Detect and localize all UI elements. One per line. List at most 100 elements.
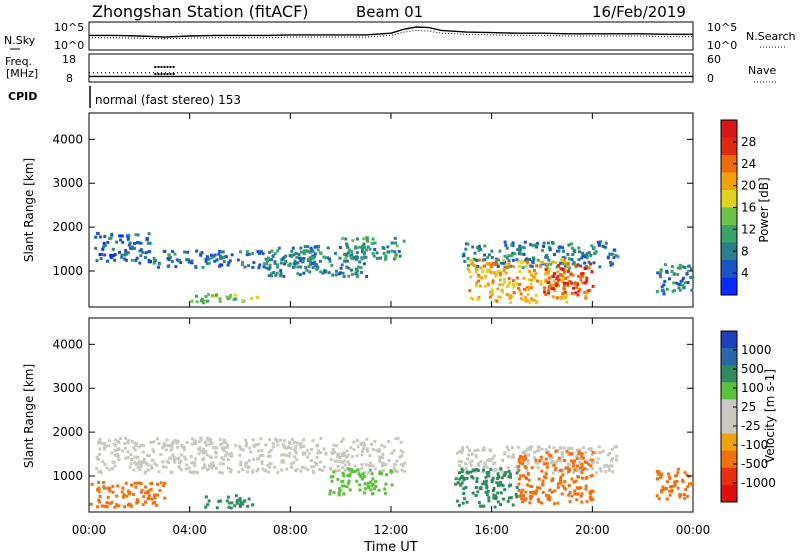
data-cell (590, 244, 594, 248)
data-cell (279, 261, 283, 265)
data-cell (462, 478, 466, 482)
data-cell (498, 481, 502, 484)
data-cell (524, 490, 528, 494)
data-cell (540, 469, 544, 473)
data-cell (126, 251, 130, 255)
data-cell (334, 459, 338, 463)
data-cell (518, 477, 521, 481)
data-cell (194, 442, 197, 446)
data-cell (201, 265, 205, 269)
data-cell (527, 446, 531, 450)
data-cell (324, 256, 328, 260)
data-cell (613, 248, 617, 252)
xtick-label: 00:00 (676, 523, 711, 537)
data-cell (585, 256, 589, 259)
data-cell (137, 462, 141, 466)
data-cell (542, 241, 546, 245)
data-cell (331, 475, 335, 479)
data-cell (126, 489, 130, 493)
data-cell (256, 467, 260, 471)
data-cell (509, 496, 513, 500)
data-cell (251, 265, 255, 269)
data-cell (525, 260, 529, 264)
colorbar-swatch (721, 399, 737, 417)
data-cell (468, 289, 472, 293)
data-cell (503, 472, 507, 476)
data-cell (485, 262, 489, 266)
frequency-scatter-point (166, 66, 169, 68)
data-cell (142, 457, 146, 461)
data-cell (378, 460, 382, 464)
data-cell (592, 261, 596, 265)
data-cell (304, 265, 308, 269)
data-cell (531, 261, 535, 265)
data-cell (246, 470, 250, 474)
data-cell (168, 456, 172, 460)
data-cell (534, 272, 538, 276)
data-cell (146, 468, 150, 472)
data-cell (468, 259, 472, 263)
data-cell (204, 257, 208, 261)
data-cell (141, 450, 145, 454)
data-cell (553, 289, 557, 293)
data-cell (98, 437, 102, 441)
data-cell (532, 275, 536, 279)
data-cell (469, 296, 473, 300)
data-cell (486, 268, 490, 272)
data-cell (614, 454, 618, 458)
data-cell (512, 285, 516, 289)
data-cell (371, 251, 375, 255)
data-cell (311, 266, 315, 270)
data-cell (581, 251, 585, 255)
data-cell (97, 498, 101, 502)
data-cell (503, 254, 507, 258)
noise-panel: N.Sky 10^5 10^0 10^5 10^0 N.Search (4, 21, 796, 52)
data-cell (102, 442, 106, 446)
data-cell (130, 439, 134, 443)
data-cell (204, 295, 208, 299)
data-cell (314, 463, 318, 466)
data-cell (682, 493, 686, 497)
data-cell (476, 490, 480, 494)
data-cell (567, 243, 571, 247)
data-cell (484, 475, 488, 479)
data-cell (226, 263, 230, 267)
data-cell (390, 451, 394, 455)
data-cell (509, 264, 513, 268)
data-cell (507, 484, 511, 488)
data-cell (127, 233, 131, 237)
data-cell (340, 484, 344, 488)
data-cell (111, 484, 115, 488)
data-cell (475, 258, 479, 262)
data-cell (362, 491, 366, 495)
data-cell (599, 240, 603, 244)
data-cell (193, 470, 197, 474)
data-cell (671, 484, 675, 488)
data-cell (213, 259, 217, 263)
data-cell (136, 500, 140, 504)
data-cell (663, 263, 667, 267)
data-cell (523, 240, 527, 244)
data-cell (239, 463, 243, 467)
data-cell (611, 470, 615, 474)
data-cell (552, 446, 556, 450)
data-cell (162, 484, 166, 487)
data-cell (567, 266, 571, 270)
data-cell (133, 461, 137, 465)
data-cell (485, 486, 489, 490)
data-cell (150, 497, 154, 501)
data-cell (496, 500, 500, 504)
frequency-scatter-point (157, 66, 160, 68)
data-cell (139, 241, 143, 245)
data-cell (233, 293, 237, 297)
data-cell (339, 271, 342, 275)
data-cell (532, 268, 536, 272)
data-cell (267, 274, 271, 278)
data-cell (491, 281, 495, 285)
data-cell (317, 449, 321, 453)
data-cell (615, 445, 619, 449)
data-cell (577, 289, 581, 293)
data-cell (395, 244, 399, 248)
data-cell (585, 279, 589, 283)
data-cell (212, 446, 216, 449)
